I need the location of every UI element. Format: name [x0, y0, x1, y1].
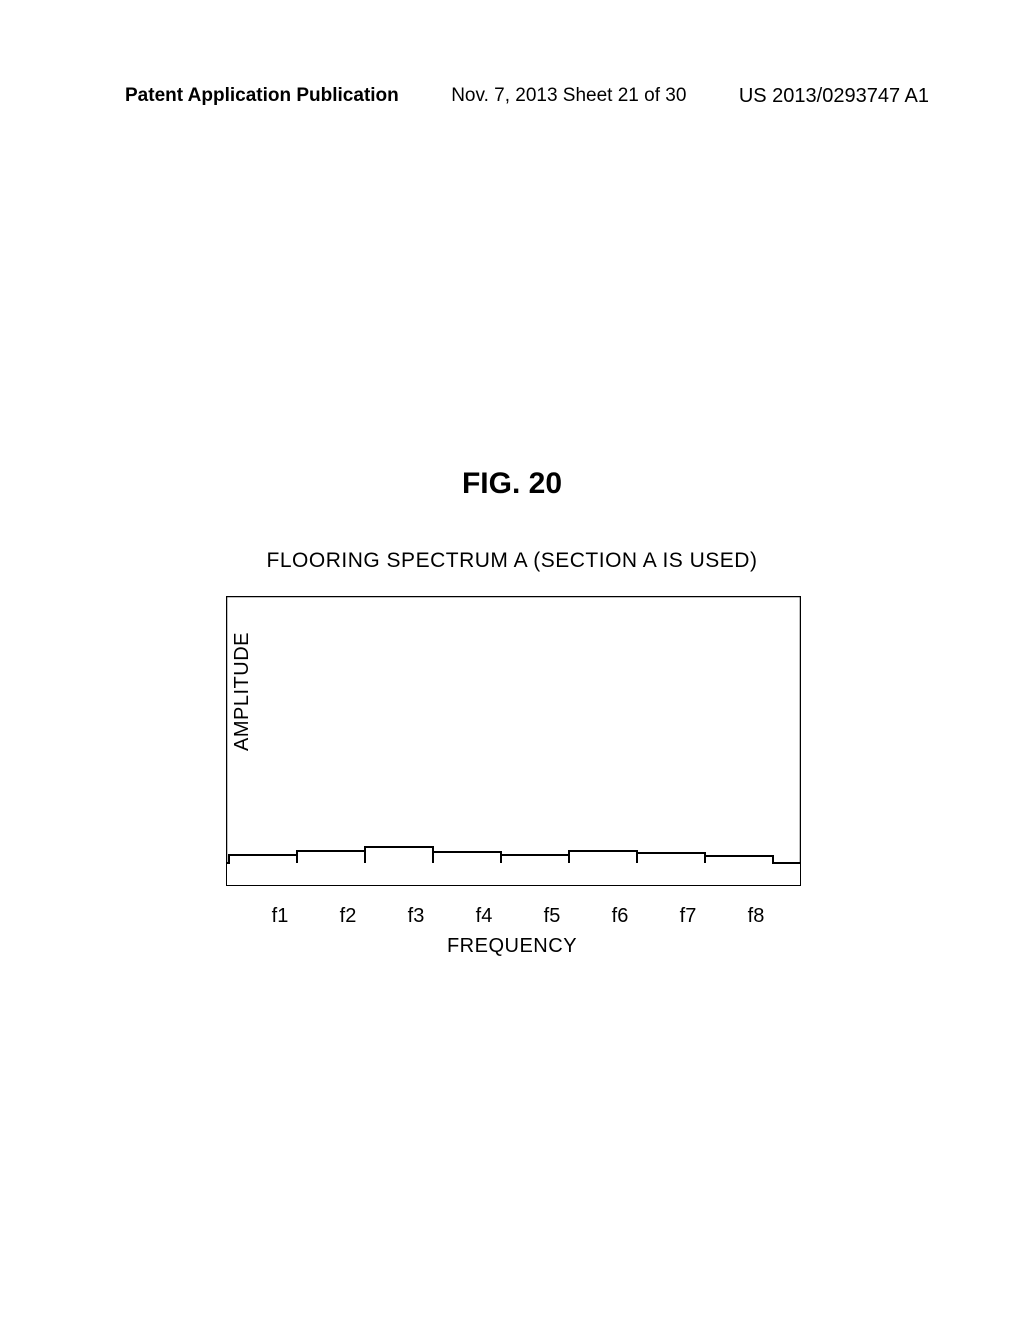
- chart-svg: [226, 596, 801, 886]
- header-publication: Patent Application Publication: [125, 85, 399, 108]
- x-tick-label: f5: [518, 905, 586, 928]
- header-date-sheet: Nov. 7, 2013 Sheet 21 of 30: [451, 85, 686, 108]
- page-header: Patent Application Publication Nov. 7, 2…: [0, 85, 1024, 108]
- figure-number: FIG. 20: [462, 467, 562, 501]
- x-tick-label: f8: [722, 905, 790, 928]
- spectrum-chart: [226, 596, 801, 886]
- x-tick-label: f3: [382, 905, 450, 928]
- x-tick-label: f7: [654, 905, 722, 928]
- x-axis-label: FREQUENCY: [447, 935, 577, 958]
- x-tick-label: f4: [450, 905, 518, 928]
- x-tick-label: f6: [586, 905, 654, 928]
- x-tick-label: f1: [246, 905, 314, 928]
- x-tick-labels: f1f2f3f4f5f6f7f8: [246, 905, 790, 928]
- x-tick-label: f2: [314, 905, 382, 928]
- figure-title: FLOORING SPECTRUM A (SECTION A IS USED): [267, 549, 758, 573]
- header-patent-number: US 2013/0293747 A1: [739, 85, 929, 108]
